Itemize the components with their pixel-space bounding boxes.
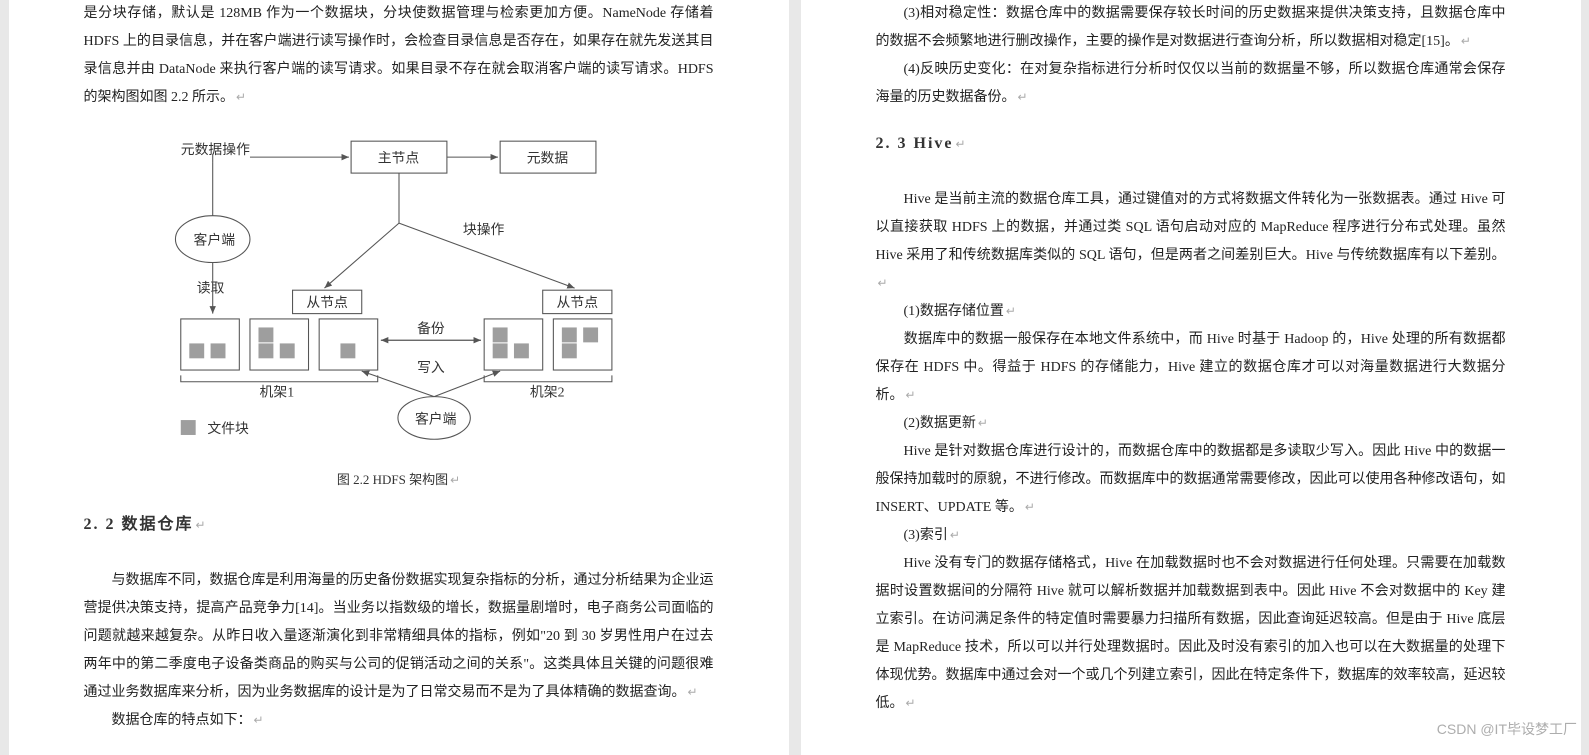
left-p2: 与数据库不同，数据仓库是利用海量的历史备份数据实现复杂指标的分析，通过分析结果为… — [84, 567, 714, 707]
label-client1: 客户端 — [193, 231, 235, 247]
diagram-caption: 图 2.2 HDFS 架构图↵ — [119, 467, 679, 493]
label-slave2: 从节点 — [556, 295, 598, 310]
label-slave1: 从节点 — [306, 295, 348, 310]
label-master: 主节点 — [377, 150, 419, 165]
watermark: CSDN @IT毕设梦工厂 — [1437, 719, 1577, 739]
right-p6: (2)数据更新↵ — [876, 410, 1506, 438]
left-p3: 数据仓库的特点如下：↵ — [84, 707, 714, 735]
label-write: 写入 — [417, 360, 445, 375]
label-rack1: 机架1 — [259, 385, 294, 400]
label-read: 读取 — [196, 280, 224, 295]
label-backup: 备份 — [417, 320, 445, 336]
label-blockop: 块操作 — [462, 222, 504, 237]
right-p9: Hive 没有专门的数据存储格式，Hive 在加载数据时也不会对数据进行任何处理… — [876, 550, 1506, 718]
label-fileblock: 文件块 — [207, 421, 249, 436]
label-metadata: 元数据 — [526, 150, 568, 165]
section-2-3-heading: 2. 3 Hive↵ — [876, 128, 1506, 160]
label-meta-op: 元数据操作 — [180, 142, 249, 157]
left-p1: 是分块存储，默认是 128MB 作为一个数据块，分块使数据管理与检索更加方便。N… — [84, 0, 714, 112]
right-p7: Hive 是针对数据仓库进行设计的，而数据仓库中的数据都是多读取少写入。因此 H… — [876, 438, 1506, 522]
right-p5: 数据库中的数据一般保存在本地文件系统中，而 Hive 时基于 Hadoop 的，… — [876, 326, 1506, 410]
hdfs-diagram-svg: 元数据操作 主节点 元数据 客户端 块操作 读取 从节点 从节点 — [119, 122, 679, 452]
label-rack2: 机架2 — [529, 385, 564, 400]
left-page: 是分块存储，默认是 128MB 作为一个数据块，分块使数据管理与检索更加方便。N… — [9, 0, 789, 755]
right-page: (3)相对稳定性：数据仓库中的数据需要保存较长时间的历史数据来提供决策支持，且数… — [801, 0, 1581, 755]
right-p4: (1)数据存储位置↵ — [876, 298, 1506, 326]
section-2-2-heading: 2. 2 数据仓库↵ — [84, 509, 714, 541]
right-p8: (3)索引↵ — [876, 522, 1506, 550]
right-p3: Hive 是当前主流的数据仓库工具，通过键值对的方式将数据文件转化为一张数据表。… — [876, 186, 1506, 298]
right-p2: (4)反映历史变化：在对复杂指标进行分析时仅仅以当前的数据量不够，所以数据仓库通… — [876, 56, 1506, 112]
right-p1: (3)相对稳定性：数据仓库中的数据需要保存较长时间的历史数据来提供决策支持，且数… — [876, 0, 1506, 56]
hdfs-diagram: 元数据操作 主节点 元数据 客户端 块操作 读取 从节点 从节点 — [119, 122, 679, 493]
label-client2: 客户端 — [414, 410, 456, 426]
